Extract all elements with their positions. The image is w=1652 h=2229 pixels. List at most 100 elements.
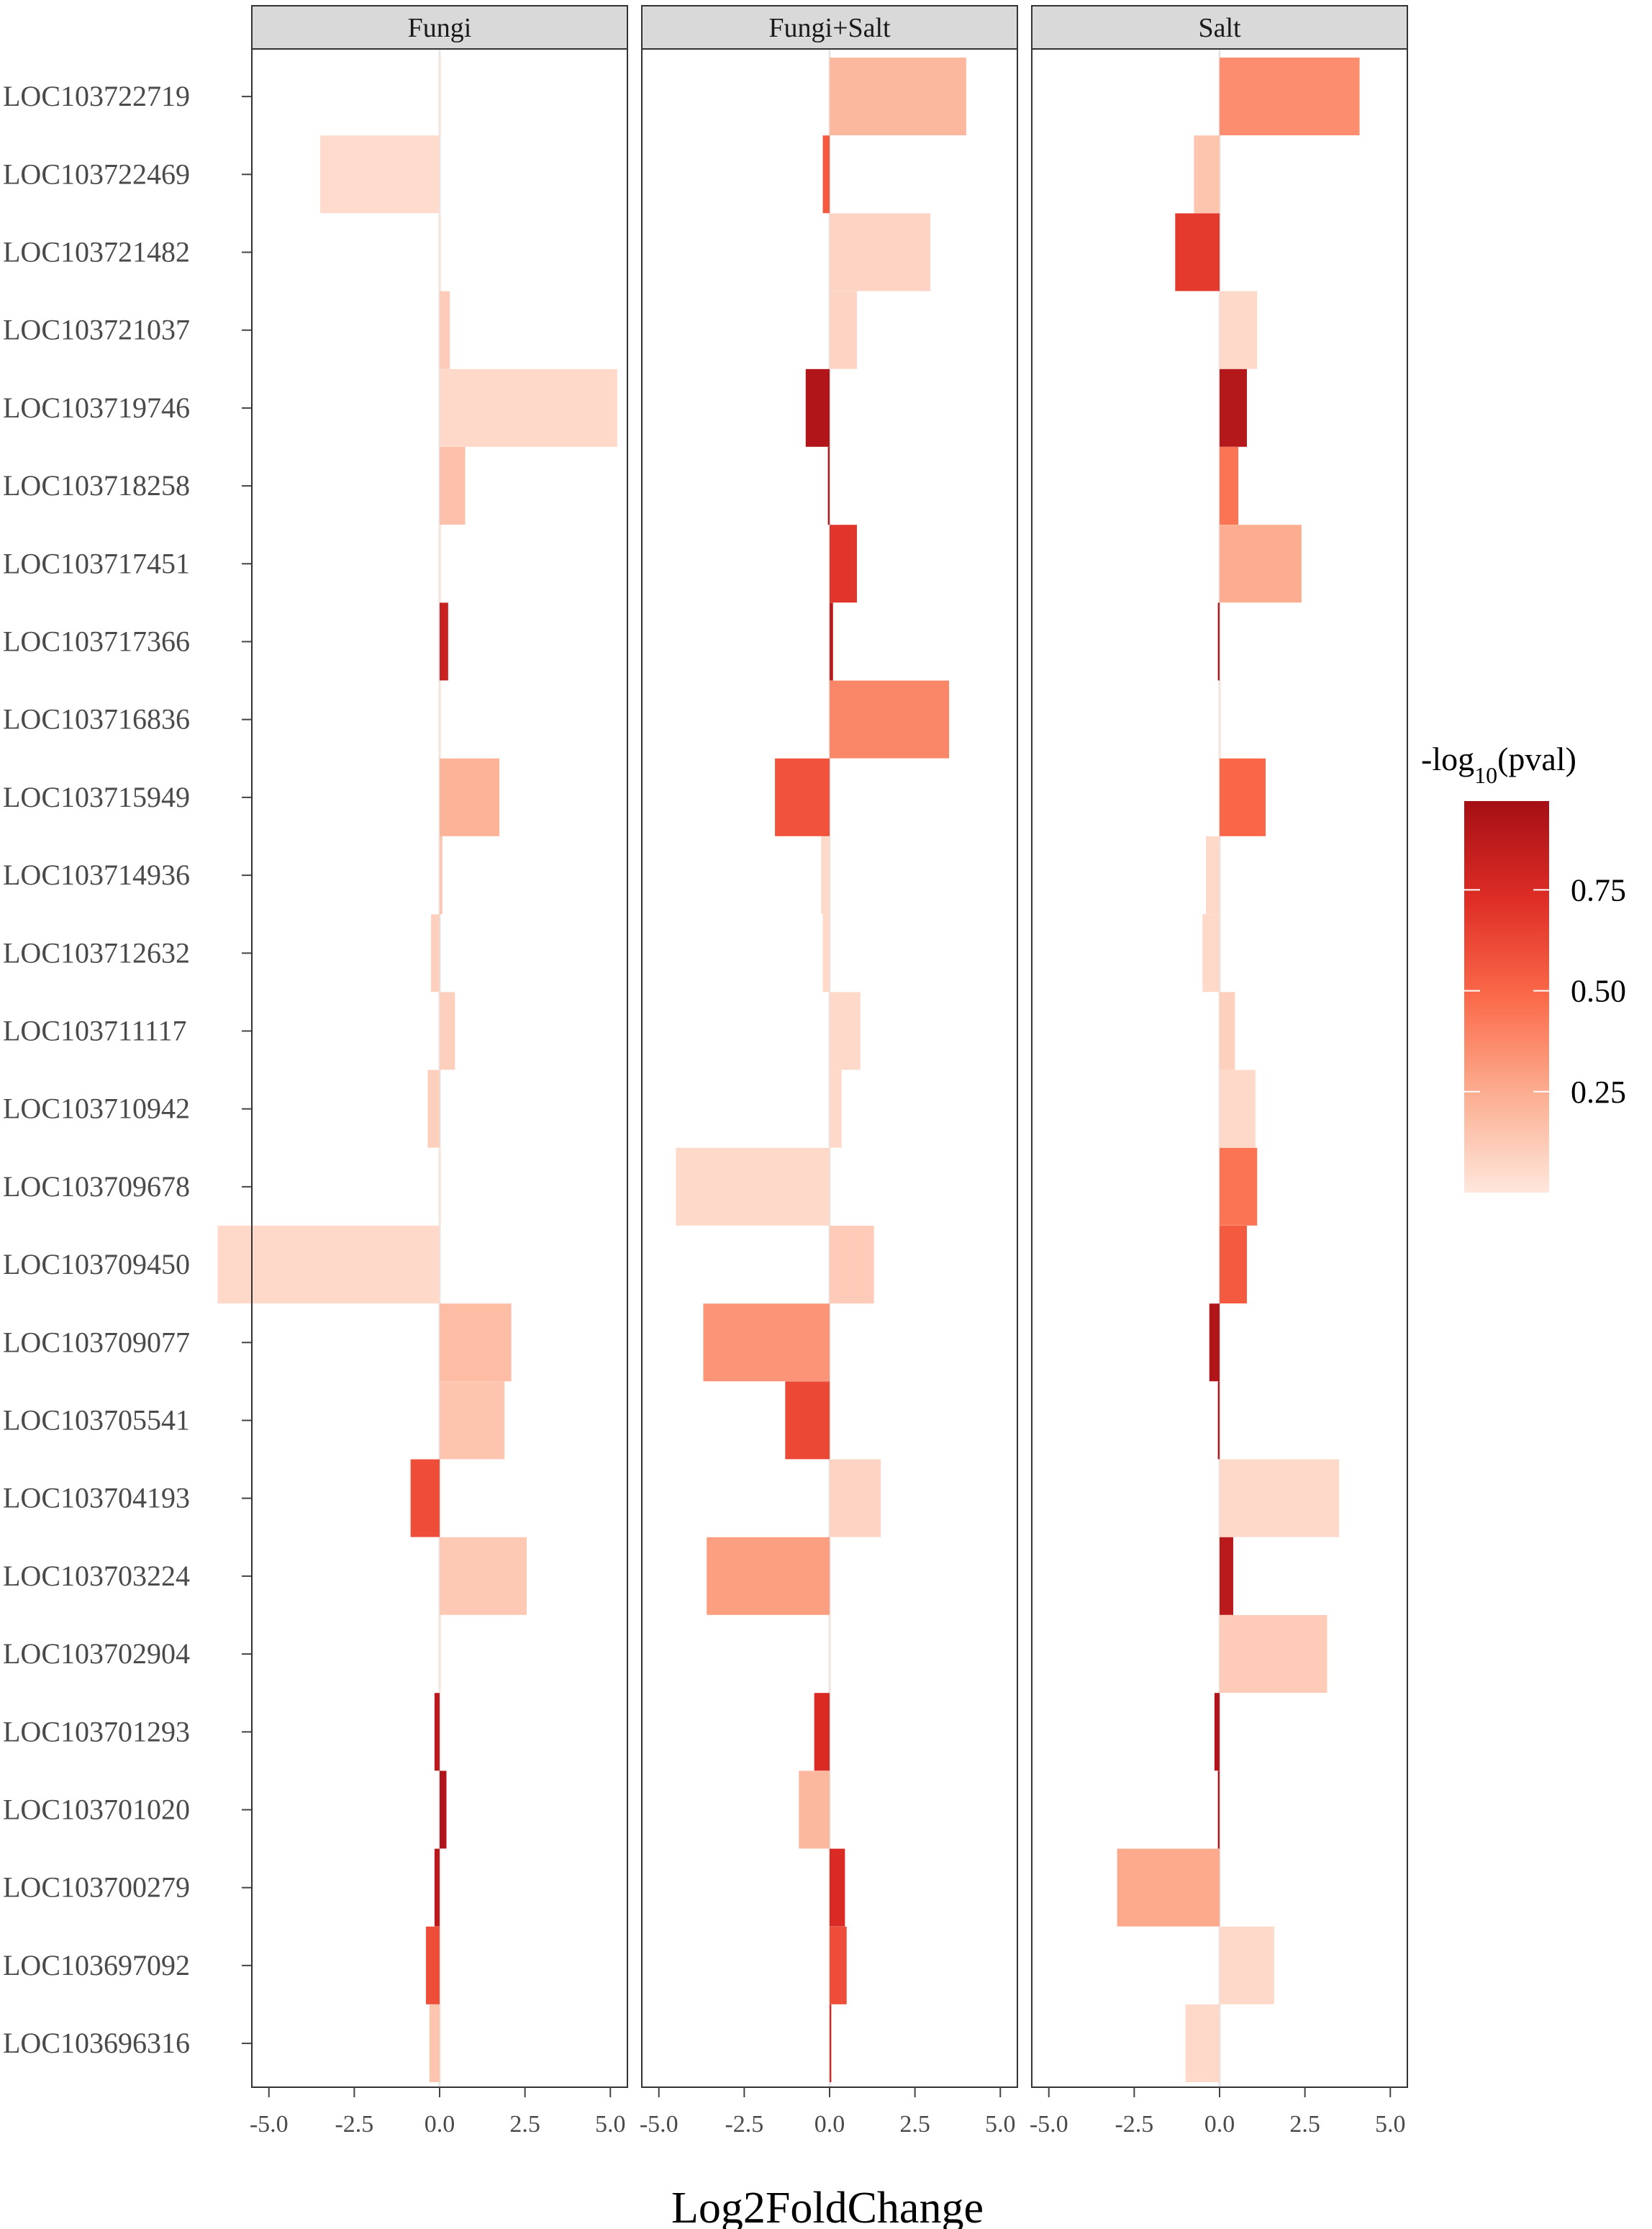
- bar: [440, 1303, 512, 1382]
- gene-label: LOC103721037: [3, 314, 190, 346]
- bar: [1220, 1615, 1328, 1693]
- bar: [440, 680, 441, 759]
- bar: [440, 447, 466, 525]
- bar: [440, 602, 448, 681]
- bar: [1220, 1070, 1256, 1148]
- bar: [1185, 2004, 1220, 2082]
- gene-label: LOC103718258: [3, 469, 190, 502]
- bar: [830, 525, 857, 603]
- bar: [319, 135, 440, 214]
- bar: [440, 369, 617, 447]
- gene-label: LOC103700279: [3, 1871, 190, 1904]
- gene-label: LOC103709678: [3, 1170, 190, 1203]
- bar: [830, 1070, 842, 1148]
- color-legend: -log10(pval) 0.25 0.50 0.75: [1421, 741, 1626, 1193]
- gene-label: LOC103709077: [3, 1326, 190, 1358]
- gene-label: LOC103721482: [3, 236, 190, 268]
- bar: [830, 992, 861, 1070]
- bar: [1220, 447, 1239, 525]
- bar: [822, 914, 830, 993]
- bar: [434, 1848, 440, 1927]
- legend-tick-label: 0.50: [1571, 974, 1626, 1009]
- x-tick-label: 2.5: [509, 2111, 540, 2138]
- bar: [1220, 369, 1247, 447]
- bar: [1220, 1459, 1340, 1537]
- legend-tick-label: 0.75: [1571, 872, 1626, 908]
- bar: [440, 1615, 441, 1693]
- bar: [1220, 1226, 1247, 1303]
- facet-strip-label: Salt: [1198, 13, 1241, 43]
- x-tick-label: 5.0: [985, 2111, 1016, 2138]
- bar: [1209, 1303, 1220, 1382]
- x-tick-label: -2.5: [725, 2111, 763, 2138]
- x-tick-label: 5.0: [1375, 2111, 1406, 2138]
- bar: [1220, 1926, 1274, 2004]
- gene-label: LOC103722719: [3, 80, 190, 112]
- x-tick-label: 2.5: [1289, 2111, 1320, 2138]
- bar: [1220, 758, 1266, 836]
- facet-strip-label: Fungi+Salt: [768, 13, 891, 43]
- bar: [830, 1226, 874, 1303]
- bar: [805, 369, 830, 447]
- gene-label: LOC103702904: [3, 1637, 190, 1670]
- gene-label: LOC103704193: [3, 1482, 190, 1514]
- bar: [830, 680, 950, 759]
- facet-strip-label: Fungi: [408, 13, 472, 43]
- bar: [1220, 1147, 1258, 1226]
- gene-label: LOC103717366: [3, 625, 190, 658]
- facet-panel: Fungi -5.0 -2.5 0.0 2.5 5.0: [217, 5, 628, 2138]
- bar: [434, 1693, 440, 1771]
- bar: [1217, 1381, 1220, 1460]
- bar: [1214, 1693, 1220, 1771]
- bar: [1194, 135, 1220, 214]
- bar: [830, 602, 833, 681]
- bar: [440, 58, 441, 135]
- bar: [814, 1693, 830, 1771]
- gene-label: LOC103722469: [3, 158, 190, 190]
- bar: [1220, 525, 1302, 603]
- bar: [431, 914, 440, 993]
- bar: [821, 836, 830, 914]
- bar: [1117, 1848, 1220, 1927]
- gene-label: LOC103716836: [3, 703, 190, 736]
- bar: [429, 2004, 440, 2082]
- bar: [440, 758, 500, 836]
- gene-label: LOC103715949: [3, 781, 190, 813]
- bar: [1220, 680, 1221, 759]
- x-tick-label: -5.0: [250, 2111, 289, 2138]
- bar: [707, 1537, 830, 1615]
- bar: [440, 836, 442, 914]
- bar: [1217, 602, 1220, 681]
- gene-label: LOC103703224: [3, 1560, 190, 1592]
- facet-panel: Fungi+Salt -5.0 -2.5 0.0 2.5 5.0: [640, 5, 1018, 2138]
- bar: [830, 58, 966, 135]
- bar: [830, 1459, 881, 1537]
- bar: [440, 213, 441, 291]
- x-tick-label: 2.5: [899, 2111, 930, 2138]
- bar: [830, 213, 930, 291]
- facet-panel: Salt -5.0 -2.5 0.0 2.5 5.0: [1030, 5, 1408, 2138]
- bar: [785, 1381, 830, 1460]
- gene-label: LOC103719746: [3, 392, 190, 424]
- bar: [440, 1771, 447, 1849]
- gene-label: LOC103696316: [3, 2027, 190, 2059]
- bar: [703, 1303, 830, 1382]
- x-tick-label: 0.0: [814, 2111, 845, 2138]
- bar: [440, 1381, 505, 1460]
- bar: [440, 992, 455, 1070]
- x-tick-label: -2.5: [335, 2111, 373, 2138]
- x-axis-title: Log2FoldChange: [671, 2184, 984, 2229]
- bar: [217, 1226, 440, 1303]
- bar: [410, 1459, 440, 1537]
- bar: [676, 1147, 830, 1226]
- legend-tick-label: 0.25: [1571, 1075, 1626, 1110]
- gene-label: LOC103711117: [3, 1015, 187, 1047]
- x-tick-label: 0.0: [425, 2111, 455, 2138]
- x-tick-label: -5.0: [1030, 2111, 1068, 2138]
- bar: [1220, 58, 1360, 135]
- legend-colorbar: [1464, 801, 1549, 1193]
- bar: [440, 525, 441, 603]
- bar: [830, 2004, 832, 2082]
- x-tick-label: -5.0: [640, 2111, 678, 2138]
